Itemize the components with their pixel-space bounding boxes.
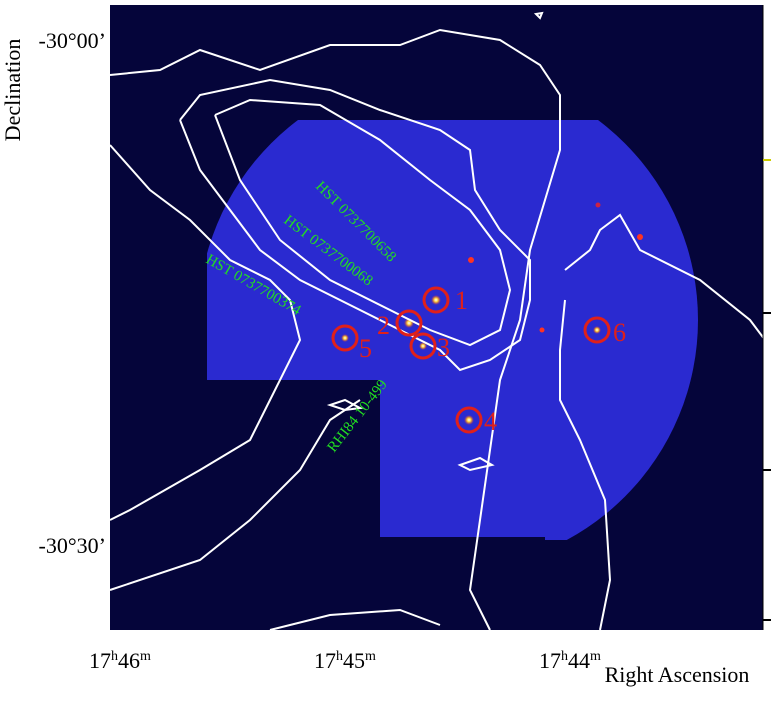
faint-source bbox=[637, 234, 643, 240]
tick-part: 17 bbox=[539, 648, 561, 673]
contour bbox=[109, 399, 361, 591]
contour bbox=[109, 28, 561, 631]
faint-source bbox=[468, 257, 474, 263]
contour bbox=[269, 608, 441, 631]
tick-part: 17 bbox=[89, 648, 111, 673]
contour bbox=[559, 299, 612, 631]
source-label: 6 bbox=[613, 318, 626, 347]
faint-source bbox=[539, 327, 545, 333]
x-tick-label: 17h46m bbox=[89, 648, 151, 673]
tick-part: h bbox=[561, 649, 568, 664]
source-glow bbox=[464, 415, 474, 425]
contour bbox=[179, 78, 531, 372]
color-bar-frame bbox=[763, 5, 771, 630]
source-label: 4 bbox=[484, 407, 497, 436]
source-label: 5 bbox=[359, 334, 372, 363]
tick-part: 17 bbox=[314, 648, 336, 673]
tick-part: m bbox=[365, 649, 376, 664]
source-label: 3 bbox=[437, 333, 450, 362]
contour bbox=[326, 398, 364, 412]
tick-part: m bbox=[140, 649, 151, 664]
faint-source bbox=[595, 202, 601, 208]
source-glow bbox=[593, 326, 601, 334]
x-tick-label: 17h45m bbox=[314, 648, 376, 673]
source-circle bbox=[395, 309, 423, 337]
contour bbox=[457, 456, 495, 472]
source-circle bbox=[422, 286, 450, 314]
axes: Declination -30°00’ -30°30’ Right Ascens… bbox=[0, 28, 749, 687]
y-tick-label: -30°00’ bbox=[39, 28, 106, 53]
contour bbox=[533, 11, 544, 20]
source-circle bbox=[409, 332, 437, 360]
source-glow bbox=[431, 295, 441, 305]
contour bbox=[564, 213, 766, 341]
y-axis-label: Declination bbox=[0, 39, 25, 142]
source-glow bbox=[341, 334, 349, 342]
tick-part: 45 bbox=[343, 648, 365, 673]
source-label: 2 bbox=[377, 311, 390, 340]
source-circle bbox=[331, 324, 359, 352]
contour bbox=[109, 144, 302, 521]
x-axis-label: Right Ascension bbox=[605, 662, 750, 687]
tick-part: 44 bbox=[568, 648, 590, 673]
tick-part: 46 bbox=[118, 648, 140, 673]
source-label: 1 bbox=[455, 286, 468, 315]
contour bbox=[214, 98, 512, 347]
color-bar bbox=[762, 5, 771, 630]
tick-part: m bbox=[590, 649, 601, 664]
y-tick-label: -30°30’ bbox=[39, 533, 106, 558]
source-markers: 1 2 3 4 5 6 bbox=[331, 286, 626, 436]
tick-part: h bbox=[111, 649, 118, 664]
source-circle bbox=[455, 406, 483, 434]
contours bbox=[109, 11, 766, 631]
source-circle bbox=[583, 316, 611, 344]
tick-part: h bbox=[336, 649, 343, 664]
x-tick-label: 17h44m bbox=[539, 648, 601, 673]
source-glow bbox=[419, 342, 427, 350]
